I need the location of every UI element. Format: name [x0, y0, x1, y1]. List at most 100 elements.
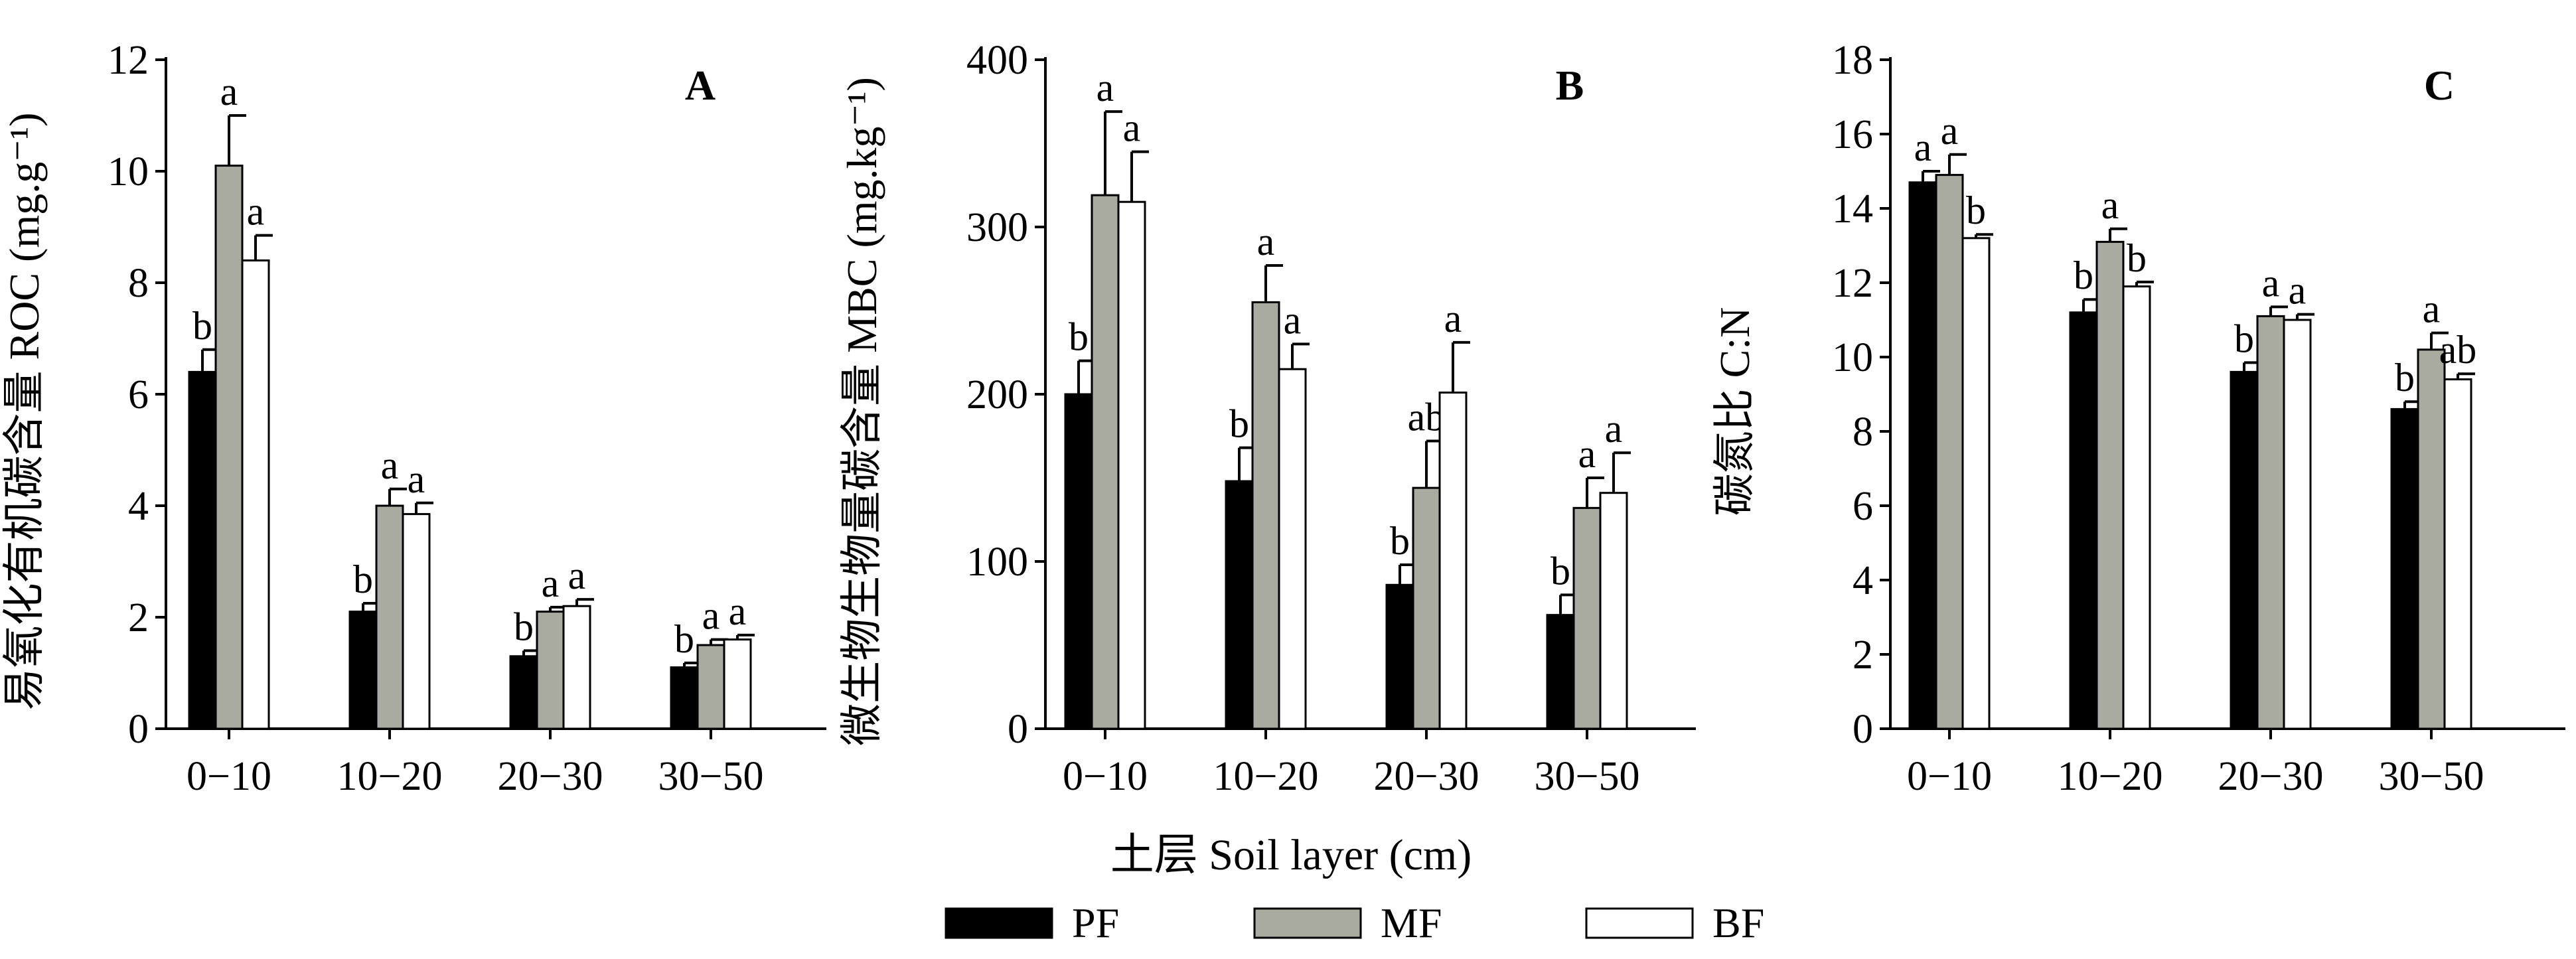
significance-letter: a: [381, 443, 399, 487]
significance-letter: a: [542, 561, 560, 605]
y-tick-label: 18: [1832, 38, 1873, 83]
bar-pf: [2069, 311, 2098, 730]
significance-letter: b: [2074, 254, 2093, 297]
x-tick-label: 30−50: [2379, 754, 2484, 799]
significance-letter: a: [1941, 109, 1959, 153]
y-tick-label: 100: [966, 540, 1028, 585]
bar-mf: [536, 611, 565, 730]
panel-letter-a: A: [685, 62, 716, 109]
bar-pf: [1225, 480, 1254, 730]
significance-letter: a: [220, 70, 238, 113]
bar-mf: [696, 644, 725, 730]
significance-letter: b: [2395, 356, 2415, 400]
bar-pf: [2230, 370, 2259, 730]
y-axis-title-c: 碳氮比 C:N: [1711, 307, 1758, 516]
significance-letter: b: [514, 605, 534, 648]
legend-swatch-bf: [1585, 907, 1694, 939]
bar-mf: [1935, 174, 1964, 730]
significance-letter: b: [353, 557, 373, 601]
significance-letter: a: [1914, 125, 1932, 169]
bar-bf: [1599, 492, 1628, 730]
significance-letter: a: [1097, 66, 1114, 110]
y-tick-label: 4: [1853, 558, 1873, 603]
bar-mf: [375, 504, 404, 730]
bar-bf: [2283, 319, 2312, 730]
significance-letter: a: [568, 553, 586, 597]
bar-bf: [402, 513, 431, 730]
legend-swatch-pf: [945, 907, 1053, 939]
x-tick-label: 0−10: [187, 754, 271, 799]
significance-letter: b: [674, 617, 694, 661]
y-tick-label: 10: [108, 149, 149, 194]
panel-letter-b: B: [1556, 62, 1584, 109]
panel-letter-c: C: [2424, 62, 2455, 109]
significance-letter: a: [1284, 298, 1302, 342]
bar-mf: [1412, 486, 1441, 730]
y-tick-label: 0: [1008, 707, 1028, 752]
x-tick-label: 10−20: [1213, 754, 1319, 799]
panel-b: 0 100 200 300 400 微生物生物量碳含量 MBC (mg.kg⁻¹) B 0−1…: [838, 38, 1696, 799]
legend-label-pf: PF: [1072, 899, 1119, 946]
x-tick-label: 0−10: [1063, 754, 1148, 799]
significance-letter: b: [1390, 519, 1410, 563]
y-tick-label: 6: [128, 372, 149, 417]
significance-letter: a: [702, 594, 720, 638]
y-tick-label: 300: [966, 205, 1028, 250]
significance-letter: a: [1257, 220, 1275, 263]
y-tick-label: 2: [128, 595, 149, 640]
bar-pf: [1064, 393, 1093, 730]
legend-swatch-mf: [1253, 907, 1362, 939]
y-tick-label: 4: [128, 484, 149, 529]
x-tick-label: 10−20: [337, 754, 443, 799]
bar-bf: [562, 605, 591, 730]
significance-letter: b: [1966, 188, 1986, 232]
y-tick-label: 8: [128, 261, 149, 306]
x-tick-label: 20−30: [2218, 754, 2324, 799]
x-tick-label: 10−20: [2058, 754, 2163, 799]
y-tick-label: 6: [1853, 484, 1873, 529]
bar-mf: [2095, 240, 2125, 730]
y-tick-label: 10: [1832, 335, 1873, 380]
bar-pf: [1546, 614, 1575, 730]
significance-letter: a: [247, 190, 265, 234]
x-tick-label: 0−10: [1907, 754, 1992, 799]
significance-letter: b: [2127, 236, 2147, 280]
significance-letter: a: [2262, 261, 2280, 305]
significance-letter: a: [1444, 297, 1462, 340]
significance-letter: a: [1123, 106, 1141, 150]
significance-letter: a: [408, 457, 425, 501]
legend-label-mf: MF: [1381, 899, 1442, 946]
x-tick-label: 30−50: [1535, 754, 1640, 799]
bar-mf: [2256, 315, 2285, 730]
significance-letter: b: [192, 304, 212, 348]
bar-mf: [1091, 194, 1120, 730]
significance-letter: b: [1551, 549, 1570, 593]
significance-letter: a: [1605, 407, 1623, 451]
legend: PF MF BF: [945, 899, 1764, 946]
bar-pf: [188, 370, 217, 730]
bar-bf: [1117, 200, 1146, 730]
bar-mf: [1251, 301, 1280, 730]
bar-pf: [348, 611, 378, 730]
bar-mf: [2417, 348, 2446, 730]
bar-bf: [1438, 391, 1468, 730]
bar-bf: [2443, 378, 2472, 730]
x-axis-title: 土层 Soil layer (cm): [1110, 831, 1472, 879]
y-tick-label: 14: [1832, 186, 1873, 232]
x-tick-label: 20−30: [498, 754, 603, 799]
bar-mf: [214, 165, 244, 730]
bar-bf: [1278, 368, 1307, 730]
x-tick-label: 30−50: [658, 754, 764, 799]
bar-bf: [1961, 237, 1991, 730]
significance-letter: a: [2289, 269, 2307, 313]
y-tick-label: 8: [1853, 409, 1873, 455]
significance-letter: b: [2234, 317, 2254, 360]
bar-pf: [509, 655, 538, 730]
significance-letter: a: [2101, 183, 2119, 227]
bar-pf: [1908, 181, 1937, 730]
bar-pf: [1385, 583, 1414, 730]
legend-label-bf: BF: [1712, 899, 1764, 946]
y-tick-label: 12: [108, 38, 149, 83]
